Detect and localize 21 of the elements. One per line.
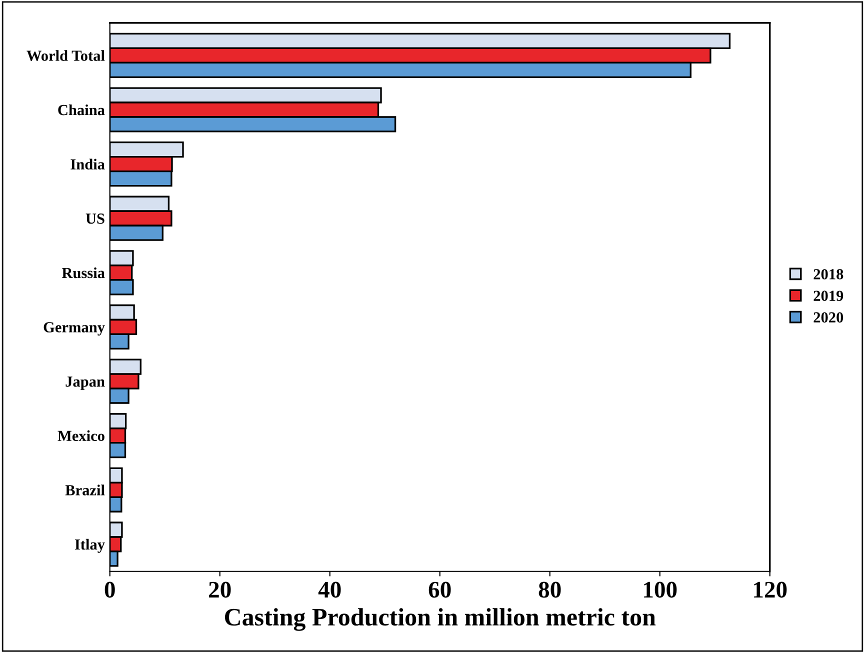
legend-label: 2020 <box>814 312 844 323</box>
x-tick-label: 60 <box>428 582 451 598</box>
y-tick-label: Mexico <box>58 430 104 442</box>
y-tick-label: India <box>70 158 105 170</box>
x-tick-label: 120 <box>754 582 787 598</box>
x-tick-label: 20 <box>209 582 231 598</box>
x-tick-label: 80 <box>538 582 561 598</box>
x-tick-label: 40 <box>318 582 341 598</box>
y-tick-label: Japan <box>66 376 105 390</box>
y-tick-label: US <box>86 214 104 224</box>
x-tick-label: 100 <box>644 582 677 598</box>
x-tick-label: 0 <box>104 582 115 598</box>
y-tick-label: World Total <box>26 50 105 61</box>
y-tick-label: Russia <box>62 267 105 278</box>
y-tick-label: Germany <box>44 322 105 336</box>
y-tick-label: Brazil <box>65 484 105 496</box>
y-tick-label: Itlay <box>74 538 105 553</box>
legend-label: 2019 <box>814 290 844 301</box>
y-tick-label: Chaina <box>58 104 105 116</box>
legend-label: 2018 <box>814 269 844 280</box>
x-axis-title: Casting Production in million metric ton <box>224 608 656 631</box>
